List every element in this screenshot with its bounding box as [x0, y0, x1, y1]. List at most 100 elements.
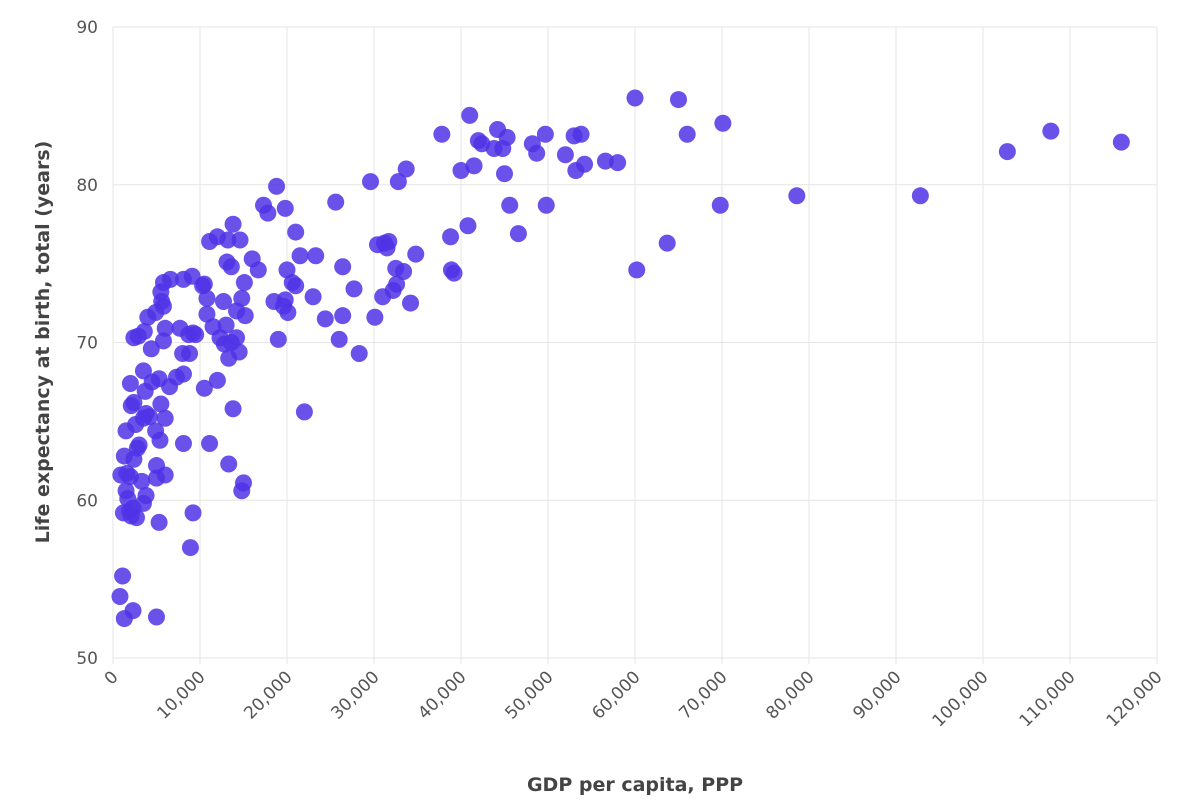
y-axis-ticks: 50 60 70 80 90: [76, 18, 98, 669]
y-tick-label: 90: [76, 18, 98, 38]
data-point: [279, 304, 297, 322]
data-point: [152, 395, 170, 413]
data-point: [156, 409, 174, 427]
data-point: [198, 289, 216, 307]
data-point: [148, 608, 165, 626]
data-point: [201, 434, 219, 452]
data-point: [461, 106, 479, 124]
x-tick-label: 120,000: [1103, 667, 1167, 731]
data-point: [670, 91, 687, 109]
data-point: [224, 400, 242, 418]
data-point: [678, 125, 696, 143]
data-point: [137, 487, 155, 505]
data-point: [154, 297, 172, 315]
data-point: [380, 233, 398, 251]
data-point: [1042, 122, 1060, 140]
y-tick-label: 70: [76, 334, 98, 354]
x-tick-label: 90,000: [849, 667, 905, 723]
data-point: [222, 258, 240, 276]
data-point: [287, 223, 305, 241]
data-point: [151, 431, 169, 449]
data-point: [228, 329, 246, 347]
data-point: [124, 602, 142, 620]
data-point: [998, 143, 1016, 161]
data-point: [366, 308, 384, 326]
data-point: [142, 340, 160, 358]
data-point: [268, 177, 286, 195]
data-point: [658, 234, 676, 252]
x-tick-label: 60,000: [588, 667, 644, 723]
data-point: [249, 261, 267, 279]
data-point: [452, 162, 470, 180]
data-point: [304, 288, 322, 306]
data-point: [330, 330, 348, 348]
data-point: [362, 173, 380, 191]
x-tick-label: 100,000: [929, 667, 993, 731]
x-tick-label: 50,000: [501, 667, 557, 723]
data-point: [911, 187, 929, 205]
data-point: [389, 173, 407, 191]
x-tick-label: 80,000: [762, 667, 818, 723]
data-point: [397, 160, 415, 178]
data-points: [111, 89, 1130, 628]
data-point: [154, 332, 172, 350]
data-point: [287, 277, 305, 295]
data-point: [388, 275, 406, 293]
data-point: [334, 258, 352, 276]
data-point: [133, 472, 151, 490]
y-axis-title: Life expectancy at birth, total (years): [32, 141, 54, 544]
data-point: [114, 567, 132, 585]
data-point: [1112, 133, 1130, 151]
data-point: [231, 231, 249, 249]
data-point: [316, 310, 334, 328]
data-point: [788, 187, 806, 205]
y-tick-label: 50: [76, 649, 98, 669]
data-point: [402, 294, 420, 312]
data-point: [278, 261, 296, 279]
data-point: [127, 509, 145, 527]
data-point: [374, 288, 392, 306]
data-point: [236, 307, 254, 325]
data-point: [195, 379, 213, 397]
data-point: [174, 365, 192, 383]
x-tick-label: 30,000: [327, 667, 383, 723]
data-point: [224, 215, 242, 233]
data-point: [208, 371, 226, 389]
data-point: [609, 154, 627, 172]
data-point: [537, 196, 555, 214]
data-point: [174, 434, 192, 452]
data-point: [711, 196, 729, 214]
data-point: [156, 466, 174, 484]
data-point: [156, 319, 174, 337]
data-point: [295, 403, 313, 421]
x-tick-label: 10,000: [153, 667, 209, 723]
data-point: [345, 280, 363, 298]
data-point: [395, 263, 413, 281]
data-point: [150, 513, 168, 531]
data-point: [187, 326, 205, 344]
data-point: [509, 225, 527, 243]
y-tick-label: 60: [76, 491, 98, 511]
data-point: [134, 362, 152, 380]
data-point: [184, 504, 202, 522]
data-point: [350, 345, 368, 363]
data-point: [556, 146, 574, 164]
data-point: [576, 155, 594, 173]
data-point: [498, 128, 516, 146]
data-point: [276, 291, 294, 309]
data-point: [198, 305, 216, 323]
data-point: [291, 247, 309, 265]
data-point: [501, 196, 519, 214]
data-point: [220, 455, 238, 473]
data-point: [235, 474, 252, 492]
data-point: [230, 343, 248, 361]
y-tick-label: 80: [76, 176, 98, 196]
data-point: [259, 204, 277, 222]
data-point: [219, 231, 237, 249]
x-tick-label: 20,000: [240, 667, 296, 723]
data-point: [572, 125, 590, 143]
data-point: [536, 125, 554, 143]
data-point: [628, 261, 646, 279]
data-point: [235, 274, 253, 292]
